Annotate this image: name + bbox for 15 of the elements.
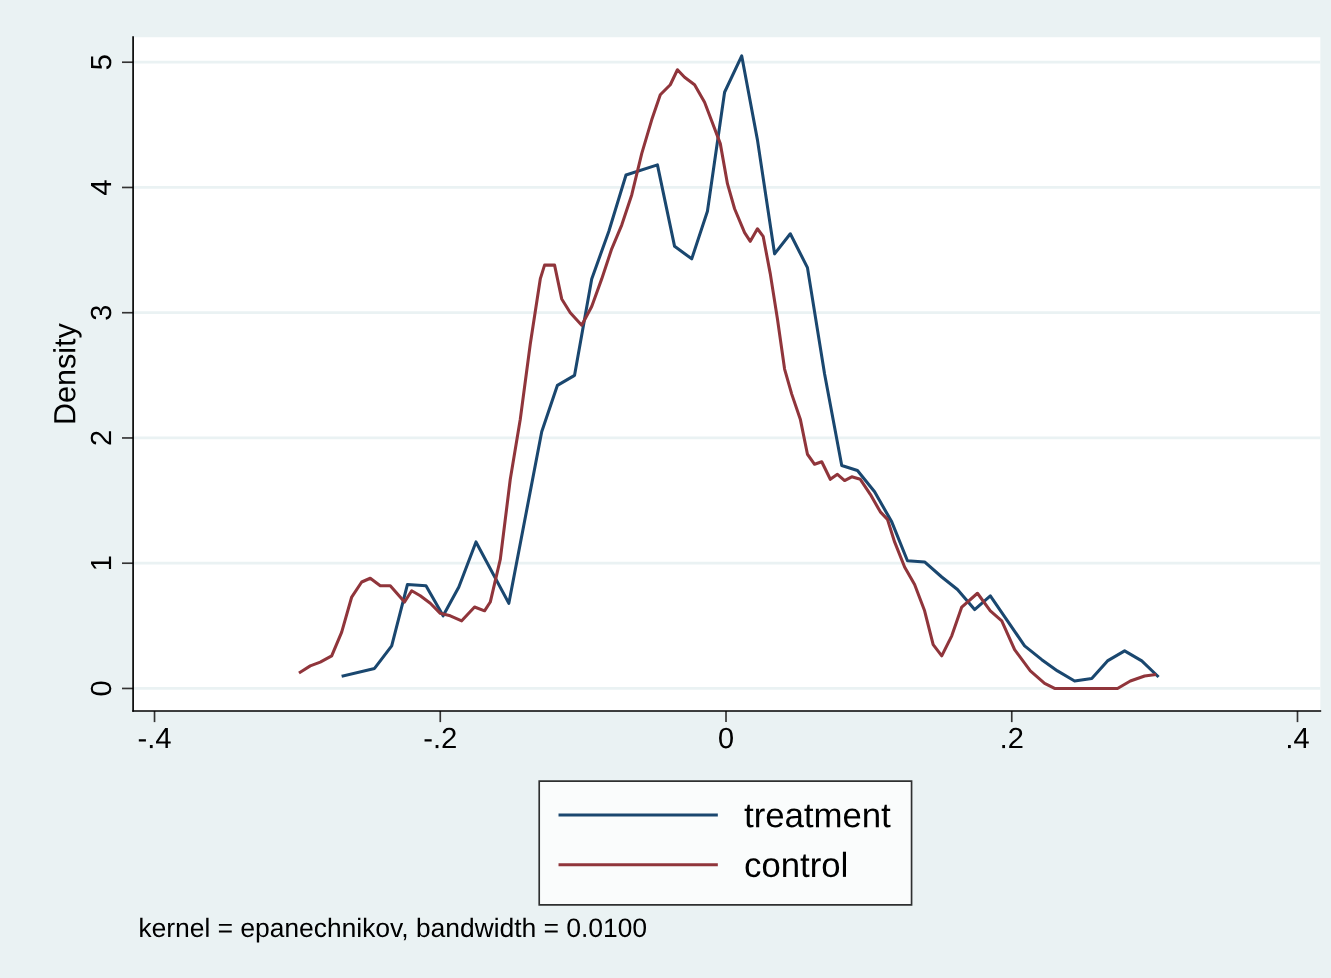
x-tick-label: .4: [1287, 728, 1309, 749]
y-tick-label: 2: [90, 431, 112, 445]
y-tick-label: 5: [91, 55, 112, 70]
x-tick-label: -.4: [138, 728, 171, 749]
x-tick-label: -.2: [424, 727, 456, 749]
legend-label: control: [745, 851, 846, 878]
y-tick-label: 1: [91, 556, 112, 570]
legend-label: treatment: [744, 804, 891, 828]
y-tick-label: 3: [90, 305, 112, 320]
y-axis-title: Density: [53, 323, 82, 423]
text: kernel = epanechnikov, bandwidth = 0.0100: [140, 917, 647, 943]
y-tick-label: 4: [91, 180, 112, 195]
x-tick-label: .2: [1002, 727, 1023, 749]
y-tick-label: 0: [90, 681, 112, 696]
x-tick-label: 0: [719, 727, 733, 749]
